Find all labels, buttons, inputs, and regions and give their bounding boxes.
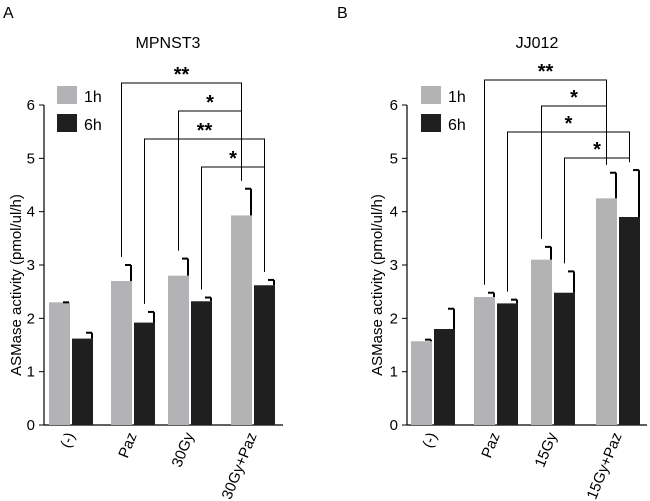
bar-1h-1 xyxy=(474,297,495,425)
y-tick-label: 2 xyxy=(390,310,398,327)
y-tick-label: 2 xyxy=(27,310,35,327)
x-tick-label: 15Gy+Paz xyxy=(584,430,626,501)
significance-bracket xyxy=(541,105,607,239)
bar-1h-3 xyxy=(231,215,252,425)
bar-6h-2 xyxy=(554,292,575,425)
significance-bracket xyxy=(178,110,242,251)
bar-6h-3 xyxy=(619,217,640,425)
bar-1h-3 xyxy=(596,198,617,425)
significance-label: * xyxy=(593,139,601,161)
significance-label: * xyxy=(565,113,573,135)
y-tick-label: 1 xyxy=(390,364,398,381)
x-tick-label: 30Gy+Paz xyxy=(219,430,261,501)
x-tick-label: Paz xyxy=(115,430,140,460)
x-tick-label: (-) xyxy=(57,430,78,450)
x-tick-label: 30Gy xyxy=(169,430,198,470)
y-tick-label: 0 xyxy=(27,417,35,434)
x-tick-label: 15Gy xyxy=(532,430,561,470)
panel-label: A xyxy=(3,5,14,22)
bar-6h-3 xyxy=(254,285,275,425)
significance-bracket xyxy=(484,79,607,285)
bar-6h-2 xyxy=(191,301,212,425)
chart-title: JJ012 xyxy=(516,35,559,52)
significance-bracket xyxy=(564,157,630,264)
legend-label: 1h xyxy=(84,89,102,106)
panel-label: B xyxy=(337,5,348,22)
chart-panel-b: B JJ012 0 1 2 3 4 5 6 ASMase activity (pmol/ul/h)… xyxy=(337,5,647,501)
y-tick-label: 3 xyxy=(27,257,35,274)
bar-1h-2 xyxy=(531,259,552,425)
legend-swatch-6h xyxy=(57,114,77,132)
y-tick-label: 6 xyxy=(390,97,398,114)
bar-1h-0 xyxy=(411,341,432,425)
significance-bracket xyxy=(507,131,630,292)
y-tick-label: 1 xyxy=(27,364,35,381)
y-tick-label: 0 xyxy=(390,417,398,434)
legend-swatch-6h xyxy=(421,114,441,132)
significance-label: ** xyxy=(538,61,554,83)
y-tick-label: 4 xyxy=(390,204,398,221)
bar-6h-1 xyxy=(497,303,518,425)
chart-title: MPNST3 xyxy=(136,35,201,52)
x-tick-label: (-) xyxy=(419,430,440,450)
y-tick-label: 6 xyxy=(27,97,35,114)
significance-bracket xyxy=(121,82,242,257)
bar-6h-1 xyxy=(134,322,155,425)
significance-label: ** xyxy=(174,64,190,86)
legend-label: 6h xyxy=(448,117,466,134)
bar-1h-0 xyxy=(49,302,70,425)
legend-label: 1h xyxy=(448,89,466,106)
bar-1h-1 xyxy=(111,281,132,425)
bar-1h-2 xyxy=(168,275,189,425)
x-tick-label: Paz xyxy=(478,430,503,460)
y-axis-label: ASMase activity (pmol/ul/h) xyxy=(369,194,386,376)
y-tick-label: 4 xyxy=(27,204,35,221)
significance-label: * xyxy=(206,92,214,114)
y-tick-label: 3 xyxy=(390,257,398,274)
y-axis-label: ASMase activity (pmol/ul/h) xyxy=(8,194,25,376)
significance-label: ** xyxy=(197,120,213,142)
significance-label: * xyxy=(229,148,237,170)
y-tick-label: 5 xyxy=(27,150,35,167)
bar-6h-0 xyxy=(434,329,455,425)
significance-label: * xyxy=(570,87,578,109)
legend-swatch-1h xyxy=(421,86,441,104)
y-tick-label: 5 xyxy=(390,150,398,167)
legend-label: 6h xyxy=(84,117,102,134)
legend-swatch-1h xyxy=(57,86,77,104)
bar-6h-0 xyxy=(72,338,93,425)
chart-panel-a: A MPNST3 0 1 2 3 4 5 6 ASMase activity (pmol/ul/h… xyxy=(3,5,283,501)
significance-bracket xyxy=(201,166,265,290)
